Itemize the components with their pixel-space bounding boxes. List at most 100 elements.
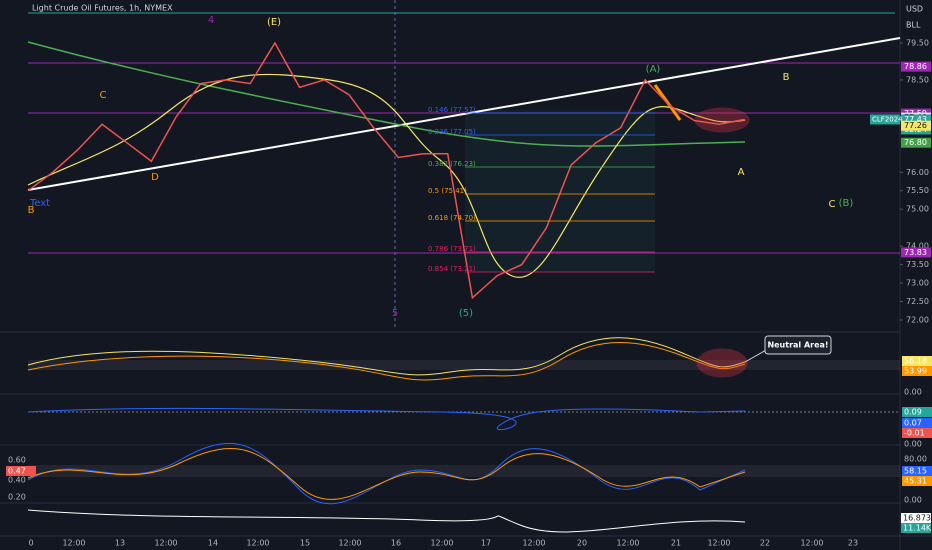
stoch-k xyxy=(27,442,746,505)
wave-label: C xyxy=(100,90,107,101)
price-badge-label: 77.43 xyxy=(904,115,927,124)
moving-average-fast xyxy=(27,73,746,278)
indicator-badge xyxy=(902,428,932,438)
fib-label: 0.618 (74.70) xyxy=(428,214,476,222)
time-label: 12:00 xyxy=(430,539,453,548)
wave-label: (5) xyxy=(459,308,473,319)
wave-label: (A) xyxy=(646,64,661,75)
price-badge-label: 78.86 xyxy=(904,62,927,71)
rsi-band xyxy=(28,360,900,370)
time-label: 14 xyxy=(208,539,218,548)
fib-label: 0.854 (73.21) xyxy=(428,265,476,273)
indicator-label: 11.14K xyxy=(903,524,932,533)
indicator-label: 0.00 xyxy=(904,440,922,449)
price-badge xyxy=(901,114,931,125)
trend-line xyxy=(27,37,901,191)
time-label: 17 xyxy=(481,539,491,548)
price-badge xyxy=(901,120,931,131)
time-label: 23 xyxy=(848,539,858,548)
unit-label: BLL xyxy=(906,21,921,30)
indicator-label: 16.873K xyxy=(903,514,932,523)
wave-label: C xyxy=(829,199,836,210)
time-label: 0 xyxy=(28,539,33,548)
wave-label: D xyxy=(151,172,159,183)
indicator-badge xyxy=(902,418,932,428)
price-tick-label: 76.00 xyxy=(906,168,929,177)
wave-label: A xyxy=(738,167,745,178)
time-label: 15 xyxy=(300,539,310,548)
price-tick-label: 73.00 xyxy=(906,279,929,288)
symbol-badge xyxy=(870,114,900,125)
fib-label: 0.236 (77.05) xyxy=(428,128,476,136)
indicator-badge xyxy=(902,466,932,476)
price-badge xyxy=(901,247,931,258)
currency-label: USD xyxy=(906,5,923,14)
indicator-label: 0.00 xyxy=(904,388,922,397)
indicator-badge xyxy=(902,366,932,376)
indicator-badge xyxy=(6,466,36,476)
price-tick-label: 72.50 xyxy=(906,297,929,306)
time-label: 12:00 xyxy=(800,539,823,548)
indicator-label: 0.40 xyxy=(8,476,26,485)
price-tick-label: 74.00 xyxy=(906,242,929,251)
volume-ma xyxy=(27,509,746,533)
price-tick-label: 75.50 xyxy=(906,186,929,195)
wave-label: 4 xyxy=(208,15,214,26)
price-tick-label: 78.50 xyxy=(906,75,929,84)
indicator-label: 0.07 xyxy=(904,419,922,428)
time-label: 12:00 xyxy=(707,539,730,548)
price-line xyxy=(27,41,745,300)
price-tick-label: 75.00 xyxy=(906,205,929,214)
indicator-label: 0.47 xyxy=(8,467,26,476)
indicator-label: 56.18 xyxy=(904,357,927,366)
indicator-badge xyxy=(902,476,932,486)
wave-label: (E) xyxy=(267,17,281,28)
callout-text: Neutral Area! xyxy=(767,341,828,350)
indicator-label: 0.60 xyxy=(8,456,26,465)
fib-label: 0.5 (75.41) xyxy=(428,187,467,195)
time-label: 12:00 xyxy=(616,539,639,548)
indicator-badge xyxy=(902,407,932,417)
moving-average-slow xyxy=(27,41,746,147)
time-label: 12:00 xyxy=(338,539,361,548)
stoch-band xyxy=(28,465,900,477)
time-label: 21 xyxy=(671,539,681,548)
fib-label: 0.146 (77.57) xyxy=(428,106,476,114)
indicator-label: 53.99 xyxy=(904,367,927,376)
wave-label: B xyxy=(783,72,790,83)
indicator-label: 0.20 xyxy=(8,493,26,502)
fib-zone xyxy=(465,110,655,272)
time-label: 12:00 xyxy=(62,539,85,548)
callout-box xyxy=(764,335,832,355)
time-label: 22 xyxy=(760,539,770,548)
macd-line xyxy=(27,407,746,431)
time-label: 20 xyxy=(577,539,587,548)
price-badge-label: 77.26 xyxy=(904,121,927,130)
price-badge-label: 76.80 xyxy=(904,138,927,147)
price-badge xyxy=(901,137,931,148)
highlight-ellipse xyxy=(696,348,748,378)
wave-label: B xyxy=(28,205,35,216)
rsi-line xyxy=(27,337,746,376)
indicator-label: -0.01 xyxy=(904,429,925,438)
fib-label: 0.382 (76.23) xyxy=(428,160,476,168)
wave-label: (B) xyxy=(839,198,854,209)
price-tick-label: 79.50 xyxy=(906,39,929,48)
indicator-label: 0.00 xyxy=(904,496,922,505)
price-badge xyxy=(901,61,931,72)
indicator-badge xyxy=(901,523,931,533)
indicator-label: 45.31 xyxy=(904,477,927,486)
time-label: 12:00 xyxy=(246,539,269,548)
fib-label: 0.786 (73.71) xyxy=(428,245,476,253)
indicator-label: 58.15 xyxy=(904,467,927,476)
chart-title: Light Crude Oil Futures, 1h, NYMEX xyxy=(32,4,173,13)
indicator-label: 80.00 xyxy=(904,455,927,464)
stoch-d xyxy=(27,448,746,500)
time-label: 12:00 xyxy=(154,539,177,548)
time-label: 12:00 xyxy=(522,539,545,548)
wave-label: 5 xyxy=(392,308,398,319)
symbol: CLF2024 xyxy=(872,115,903,123)
rsi-ma xyxy=(27,342,746,381)
